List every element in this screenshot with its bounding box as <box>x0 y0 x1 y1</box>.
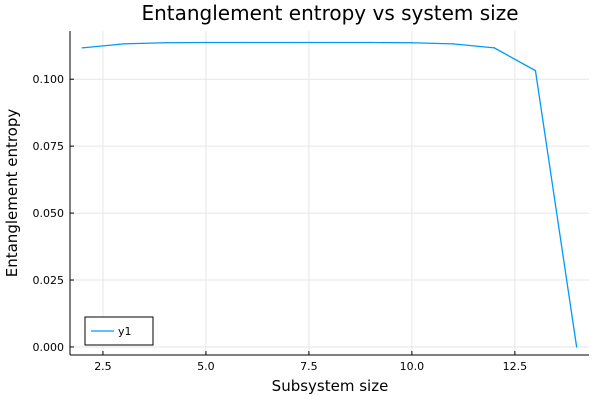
data-point <box>411 42 413 44</box>
grid <box>70 31 589 355</box>
x-tick-label: 12.5 <box>503 360 528 373</box>
y-tick-label: 0.025 <box>33 274 65 287</box>
data-point <box>534 69 537 72</box>
series <box>81 41 578 348</box>
x-tick-label: 7.5 <box>300 360 318 373</box>
data-point <box>369 41 372 44</box>
y-tick-label: 0.100 <box>33 73 65 86</box>
data-point <box>246 41 248 44</box>
ticks: 2.5 5.0 7.5 10.0 12.5 0.000 0.025 0.050 0.075 0.1… <box>33 73 528 373</box>
data-point <box>575 346 578 348</box>
legend: y1 <box>84 316 154 346</box>
data-point <box>164 42 166 44</box>
y-tick-label: 0.075 <box>33 140 65 153</box>
y-tick-label: 0.000 <box>33 341 65 354</box>
data-point <box>287 41 290 44</box>
legend-label: y1 <box>118 325 132 338</box>
data-point <box>452 43 454 45</box>
data-point <box>328 41 331 44</box>
series-line <box>82 41 578 348</box>
x-axis-label: Subsystem size <box>272 377 389 395</box>
x-tick-label: 2.5 <box>94 360 112 373</box>
y-axis-label: Entanglement entropy <box>3 109 21 278</box>
y-tick-label: 0.050 <box>33 207 65 220</box>
data-point <box>81 47 84 49</box>
x-tick-label: 5.0 <box>197 360 215 373</box>
data-point <box>205 41 207 44</box>
x-tick-label: 10.0 <box>400 360 425 373</box>
data-point <box>122 43 125 45</box>
chart-title: Entanglement entropy vs system size <box>141 1 518 25</box>
axes <box>69 31 589 356</box>
data-point <box>493 47 495 49</box>
